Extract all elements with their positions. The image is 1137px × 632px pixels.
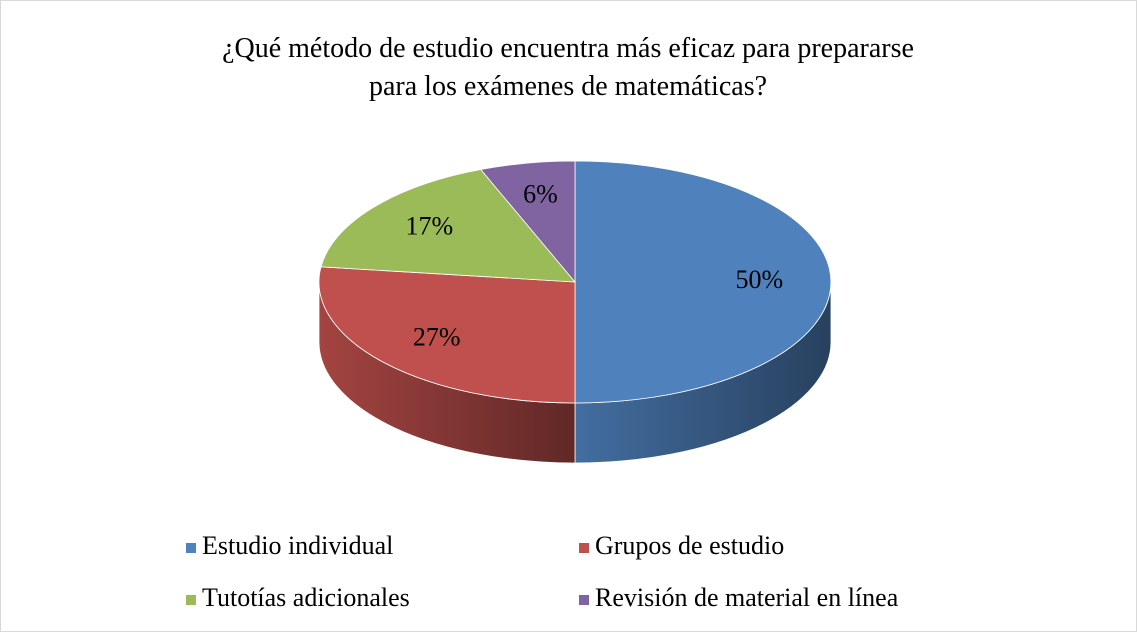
- slice: [320, 169, 576, 283]
- legend-label: Revisión de material en línea: [595, 583, 899, 612]
- data-label: 6%: [523, 179, 558, 208]
- slice: [318, 266, 576, 404]
- legend-swatch: [579, 543, 589, 553]
- data-label: 17%: [406, 212, 454, 241]
- slice: [480, 160, 576, 284]
- legend-swatch: [579, 595, 589, 605]
- legend-label: Tutotías adicionales: [202, 583, 410, 612]
- legend-label: Estudio individual: [202, 531, 393, 560]
- data-label: 50%: [735, 265, 783, 294]
- data-label: 27%: [413, 323, 461, 352]
- slice: [574, 160, 832, 404]
- legend-swatch: [186, 543, 196, 553]
- chart-title: ¿Qué método de estudio encuentra más efi…: [222, 33, 914, 102]
- legend-label: Grupos de estudio: [595, 531, 784, 560]
- legend-swatch: [186, 595, 196, 605]
